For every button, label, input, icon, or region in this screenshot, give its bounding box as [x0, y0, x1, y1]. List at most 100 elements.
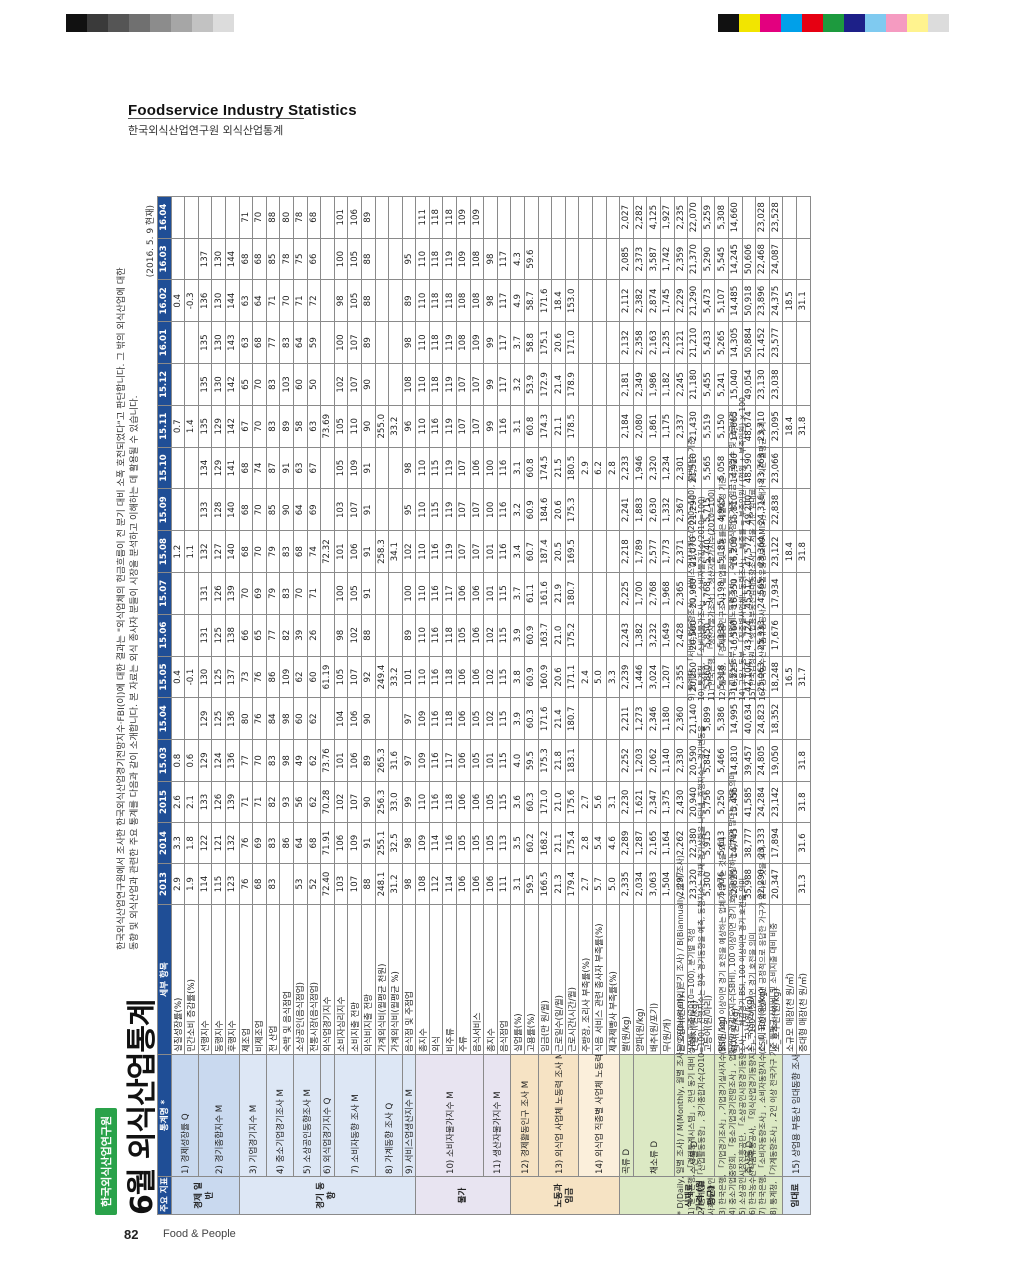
- value-cell: [796, 321, 810, 364]
- value-cell: 115: [429, 447, 443, 489]
- color-swatch: [150, 14, 171, 32]
- item-cell: 비제조업: [252, 904, 267, 1055]
- value-cell: 3.1: [510, 863, 525, 905]
- value-cell: 83: [279, 321, 294, 364]
- value-cell: 137: [225, 656, 240, 698]
- value-cell: 33.2: [388, 405, 403, 448]
- value-cell: 31.3: [796, 863, 810, 905]
- statistic-name-cell: 7) 소비자동향 조사 M: [334, 1054, 375, 1177]
- value-cell: 106: [456, 572, 471, 615]
- value-cell: 2,874: [646, 279, 661, 322]
- value-cell: [578, 196, 593, 239]
- value-cell: 101: [402, 656, 416, 698]
- value-cell: 116: [442, 822, 457, 864]
- value-cell: 1,649: [660, 614, 675, 657]
- value-cell: 249.4: [375, 656, 389, 698]
- value-cell: 21.4: [551, 697, 566, 740]
- value-cell: 83: [266, 363, 280, 406]
- value-cell: 116: [497, 530, 511, 573]
- value-cell: [565, 196, 579, 239]
- value-cell: [796, 238, 810, 280]
- color-swatch: [129, 14, 150, 32]
- value-cell: 1,745: [660, 279, 675, 322]
- value-cell: 1,986: [646, 363, 661, 406]
- value-cell: 107: [347, 863, 362, 905]
- value-cell: [184, 238, 199, 280]
- statistic-name-cell: 2) 경기종합지수 M: [198, 1054, 240, 1177]
- value-cell: [171, 614, 185, 657]
- value-cell: 106: [456, 656, 471, 698]
- value-cell: 102: [483, 614, 498, 657]
- item-cell: 양파(원/kg): [633, 904, 647, 1055]
- value-cell: 110: [415, 279, 430, 322]
- value-cell: 118: [429, 238, 443, 280]
- value-cell: 3.2: [510, 363, 525, 406]
- value-cell: 62: [307, 739, 321, 782]
- value-cell: 64: [252, 279, 267, 322]
- value-cell: 59.5: [524, 739, 539, 782]
- value-cell: 106: [470, 447, 484, 489]
- value-cell: 107: [347, 781, 362, 823]
- value-cell: [551, 196, 566, 239]
- value-cell: 84: [266, 697, 280, 740]
- table-header-cell: 15.03: [157, 739, 172, 782]
- value-cell: 174.5: [538, 447, 552, 489]
- value-cell: 60.2: [524, 822, 539, 864]
- value-cell: [388, 279, 403, 322]
- value-cell: 74: [252, 447, 267, 489]
- value-cell: 5.0: [592, 656, 607, 698]
- value-cell: [592, 405, 607, 448]
- table-header-cell: 15.07: [157, 572, 172, 615]
- value-cell: 3.7: [510, 321, 525, 364]
- footnote: 6) 한국농수산식품유통공사, 「외식산업경기동향지수」, 100 이상이면 경…: [748, 932, 758, 1215]
- value-cell: 6.2: [592, 447, 607, 489]
- table-header-cell: 15.06: [157, 614, 172, 657]
- value-cell: 116: [429, 572, 443, 615]
- value-cell: 72.40: [320, 863, 335, 905]
- value-cell: [796, 488, 810, 531]
- value-cell: [796, 697, 810, 740]
- value-cell: 64: [293, 488, 308, 531]
- value-cell: 142: [225, 363, 240, 406]
- value-cell: 87: [266, 447, 280, 489]
- item-cell: 전통시장(음식점업): [307, 904, 321, 1055]
- value-cell: 71: [252, 781, 267, 823]
- value-cell: 105: [483, 781, 498, 823]
- value-cell: 1,273: [633, 697, 647, 740]
- value-cell: 115: [429, 488, 443, 531]
- value-cell: [606, 739, 620, 782]
- value-cell: 2,330: [674, 739, 688, 782]
- value-cell: 70: [293, 572, 308, 615]
- value-cell: 83: [266, 863, 280, 905]
- item-cell: 비주류: [442, 904, 457, 1055]
- value-cell: 106: [470, 572, 484, 615]
- table-row: 14) 외식업 직종별 사업체 노동력 조사 B 주방장, 조리사 부족률(%) 2…: [578, 196, 620, 1215]
- value-cell: 160.9: [538, 656, 552, 698]
- value-cell: 91: [361, 530, 375, 573]
- value-cell: 0.8: [171, 739, 185, 782]
- value-cell: 89: [279, 405, 294, 448]
- value-cell: 108: [402, 363, 416, 406]
- color-swatch: [108, 14, 129, 32]
- color-swatch: [886, 14, 907, 32]
- value-cell: 109: [347, 447, 362, 489]
- value-cell: 171.1: [565, 656, 579, 698]
- value-cell: 1,382: [633, 614, 647, 657]
- value-cell: 1,968: [660, 572, 675, 615]
- value-cell: [375, 614, 389, 657]
- color-swatch: [802, 14, 823, 32]
- value-cell: 107: [347, 321, 362, 364]
- value-cell: 3,063: [646, 863, 661, 905]
- value-cell: 70: [239, 572, 253, 615]
- value-cell: 98: [334, 279, 348, 322]
- table-row: 13) 외식업 사업체 노동력 조사 M 임금(만 원/월) 166.5 168.2 1…: [538, 196, 579, 1215]
- value-cell: 129: [211, 405, 226, 448]
- value-cell: 107: [456, 447, 471, 489]
- value-cell: 21.8: [551, 739, 566, 782]
- value-cell: [171, 447, 185, 489]
- value-cell: 174.3: [538, 405, 552, 448]
- value-cell: 89: [402, 614, 416, 657]
- value-cell: 175.6: [565, 781, 579, 823]
- value-cell: 3.1: [510, 405, 525, 448]
- category-cell: 경제 일반: [171, 1176, 240, 1215]
